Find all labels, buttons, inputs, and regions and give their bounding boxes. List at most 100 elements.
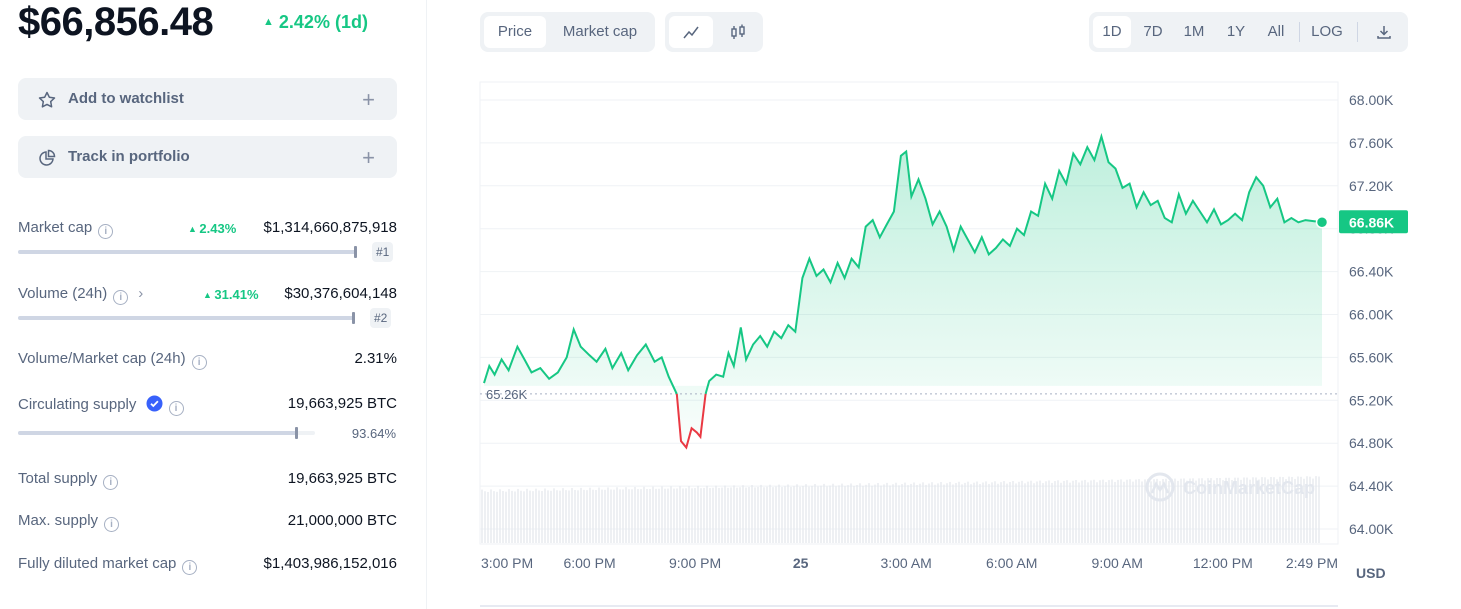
x-tick-label: 2:49 PM xyxy=(1286,555,1338,571)
y-tick-label: 65.20K xyxy=(1349,392,1394,408)
market-cap-change-text: 2.43% xyxy=(199,221,237,236)
range-1m[interactable]: 1M xyxy=(1183,23,1205,40)
chevron-right-icon[interactable]: › xyxy=(138,285,144,302)
price-change-text: 2.42% (1d) xyxy=(278,12,368,32)
info-icon[interactable]: i xyxy=(103,475,119,490)
plus-icon: + xyxy=(362,145,375,170)
y-tick-label: 68.00K xyxy=(1349,92,1394,108)
current-price-dot xyxy=(1315,216,1329,229)
x-tick-label: 3:00 AM xyxy=(880,555,931,571)
price-line-down xyxy=(675,393,707,450)
divider xyxy=(1357,22,1358,42)
circulating-label: Circulating supply xyxy=(18,396,137,413)
circulating-supply-fill xyxy=(18,431,297,435)
rank-marker xyxy=(352,312,355,324)
y-tick-label: 64.80K xyxy=(1349,435,1394,451)
max-supply-label: Max. supply xyxy=(18,512,99,529)
market-cap-rank: #1 xyxy=(372,242,394,262)
add-to-watchlist-button[interactable]: Add to watchlist + xyxy=(18,78,397,120)
info-icon[interactable]: i xyxy=(168,401,184,416)
star-icon xyxy=(38,91,56,108)
x-tick-label: 9:00 AM xyxy=(1092,555,1143,571)
market-cap-label: Market cap xyxy=(18,219,93,236)
current-price-tag-text: 66.86K xyxy=(1349,214,1394,230)
y-tick-label: 67.60K xyxy=(1349,135,1394,151)
range-1d[interactable]: 1D xyxy=(1093,16,1131,48)
plus-icon: + xyxy=(362,87,375,112)
circulating-value: 19,663,925 BTC xyxy=(287,395,397,412)
watermark-text: CoinMarketCap xyxy=(1183,478,1315,498)
price-change-badge: ▲ 2.42% (1d) xyxy=(263,12,368,33)
fdmc-label: Fully diluted market cap xyxy=(18,555,177,572)
x-tick-label: 3:00 PM xyxy=(481,555,533,571)
x-tick-label: 9:00 PM xyxy=(669,555,721,571)
currency-label: USD xyxy=(1356,565,1386,581)
tab-price[interactable]: Price xyxy=(484,16,546,48)
info-icon[interactable]: i xyxy=(98,224,114,239)
log-scale-toggle[interactable]: LOG xyxy=(1311,23,1343,40)
chart-type-toggle xyxy=(665,12,763,52)
circulating-percent: 93.64% xyxy=(351,426,396,441)
range-toolbar: 1D 7D 1M 1Y All LOG xyxy=(1089,12,1408,52)
current-price: $66,856.48 xyxy=(18,0,214,44)
volume-rank-bar xyxy=(18,312,355,324)
y-tick-label: 66.00K xyxy=(1349,307,1394,323)
y-tick-label: 64.00K xyxy=(1349,521,1394,537)
y-tick-label: 66.40K xyxy=(1349,264,1394,280)
y-tick-label: 64.40K xyxy=(1349,478,1394,494)
market-cap-value: $1,314,660,875,918 xyxy=(263,219,397,236)
verified-check-icon xyxy=(146,395,163,412)
range-7d[interactable]: 7D xyxy=(1143,23,1163,40)
caret-up-icon: ▲ xyxy=(263,16,274,28)
x-tick-label: 6:00 PM xyxy=(563,555,615,571)
download-icon xyxy=(1377,26,1391,39)
pie-chart-icon xyxy=(39,149,56,166)
volume-change: ▲ 31.41% xyxy=(203,287,259,302)
circulating-supply-bar xyxy=(18,427,315,439)
info-icon[interactable]: i xyxy=(191,355,207,370)
y-tick-label: 67.20K xyxy=(1349,178,1394,194)
plot-frame xyxy=(479,81,1339,545)
y-tick-label: 65.60K xyxy=(1349,349,1394,365)
price-marketcap-toggle: Price Market cap xyxy=(480,12,655,52)
tab-market-cap[interactable]: Market cap xyxy=(562,23,638,40)
watchlist-label: Add to watchlist xyxy=(68,90,184,107)
price-area-fill xyxy=(484,136,1322,448)
info-icon[interactable]: i xyxy=(104,517,120,532)
current-price-tag xyxy=(1339,210,1408,234)
line-chart-button[interactable] xyxy=(669,16,713,48)
volume-change-text: 31.41% xyxy=(214,287,259,302)
coin-stats-panel: $66,856.48 ▲ 2.42% (1d) Add to watchlist… xyxy=(0,0,427,609)
info-icon[interactable]: i xyxy=(113,290,129,305)
price-line-up xyxy=(483,132,1323,395)
line-chart-icon xyxy=(683,26,699,39)
volume-rank: #2 xyxy=(370,308,392,328)
portfolio-label: Track in portfolio xyxy=(68,148,190,165)
x-tick-label: 25 xyxy=(793,555,809,571)
caret-up-icon: ▲ xyxy=(188,224,200,234)
range-1y[interactable]: 1Y xyxy=(1226,23,1246,40)
vol-mcap-label: Volume/Market cap (24h) xyxy=(18,350,186,367)
rank-marker xyxy=(354,246,357,258)
caret-up-icon: ▲ xyxy=(203,290,215,300)
range-all[interactable]: All xyxy=(1267,23,1285,40)
x-tick-label: 12:00 PM xyxy=(1193,555,1253,571)
market-cap-change: ▲ 2.43% xyxy=(188,221,236,236)
max-supply-value: 21,000,000 BTC xyxy=(287,512,397,529)
x-tick-label: 6:00 AM xyxy=(986,555,1037,571)
fdmc-value: $1,403,986,152,016 xyxy=(263,555,397,572)
volume-value: $30,376,604,148 xyxy=(284,285,397,302)
info-icon[interactable]: i xyxy=(182,560,198,575)
coinmarketcap-logo xyxy=(1145,472,1175,502)
candlestick-icon xyxy=(731,24,745,39)
vol-mcap-value: 2.31% xyxy=(354,350,397,367)
divider xyxy=(1299,22,1300,42)
total-supply-value: 19,663,925 BTC xyxy=(287,470,397,487)
candlestick-button[interactable] xyxy=(717,16,759,48)
volume-label: Volume (24h) xyxy=(18,285,108,302)
supply-marker xyxy=(295,427,299,439)
track-in-portfolio-button[interactable]: Track in portfolio + xyxy=(18,136,397,178)
reference-label: 65.26K xyxy=(486,387,528,402)
download-button[interactable] xyxy=(1367,16,1401,48)
